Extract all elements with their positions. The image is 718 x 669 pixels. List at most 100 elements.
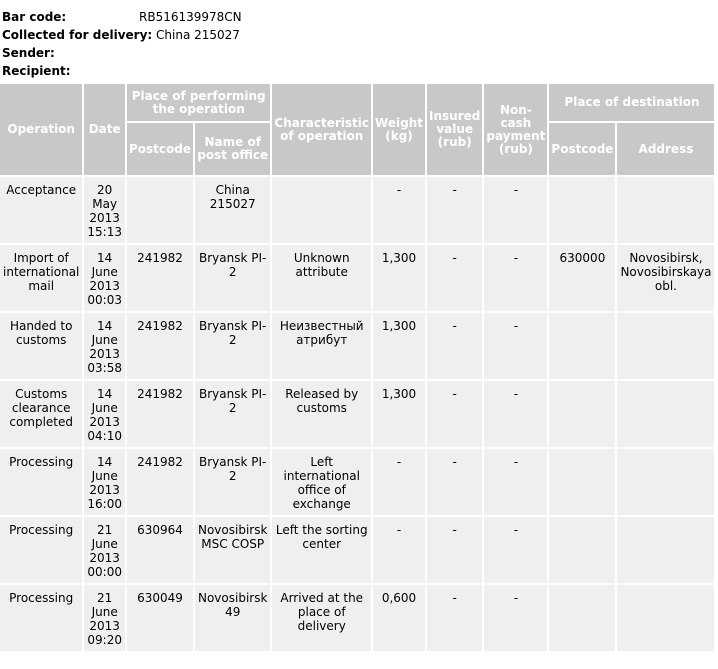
cell-office: Bryansk PI-2 — [194, 313, 271, 379]
cell-address — [617, 313, 715, 379]
cell-insured: - — [427, 585, 483, 651]
cell-dest-postcode — [549, 585, 616, 651]
cell-characteristic: Unknown attribute — [272, 245, 372, 311]
header-address: Address — [617, 123, 715, 175]
cell-address: Novosibirsk, Novosibirskaya obl. — [617, 245, 715, 311]
header-date: Date — [84, 84, 125, 175]
header-weight: Weight (kg) — [373, 84, 426, 175]
header-insured: Insured value (rub) — [427, 84, 483, 175]
cell-date: 14 June 2013 16:00 — [84, 449, 125, 515]
cell-postcode: 241982 — [126, 245, 193, 311]
cell-insured: - — [427, 381, 483, 447]
cell-address — [617, 177, 715, 243]
cell-office: Novosibirsk MSC COSP — [194, 517, 271, 583]
cell-operation: Customs clearance completed — [0, 381, 83, 447]
cell-date: 21 June 2013 09:20 — [84, 585, 125, 651]
table-row: Customs clearance completed 14 June 2013… — [0, 381, 715, 447]
cell-operation: Import of international mail — [0, 245, 83, 311]
header-postcode: Postcode — [126, 123, 193, 175]
cell-office: China 215027 — [194, 177, 271, 243]
header-place-performing: Place of performing the operation — [126, 84, 271, 121]
sender-label: Sender: — [2, 46, 55, 60]
recipient-label: Recipient: — [2, 64, 71, 78]
cell-characteristic: Неизвестный атрибут — [272, 313, 372, 379]
cell-characteristic: Left the sorting center — [272, 517, 372, 583]
cell-noncash: - — [484, 177, 548, 243]
cell-address — [617, 585, 715, 651]
cell-date: 14 June 2013 00:03 — [84, 245, 125, 311]
cell-dest-postcode — [549, 517, 616, 583]
table-row: Processing 21 June 2013 09:20 630049 Nov… — [0, 585, 715, 651]
header-dest-postcode: Postcode — [549, 123, 616, 175]
table-row: Processing 21 June 2013 00:00 630964 Nov… — [0, 517, 715, 583]
cell-address — [617, 517, 715, 583]
cell-weight: 1,300 — [373, 381, 426, 447]
sender-row: Sender: — [2, 44, 242, 62]
cell-insured: - — [427, 245, 483, 311]
cell-postcode: 630049 — [126, 585, 193, 651]
barcode-label: Bar code: — [2, 10, 67, 24]
cell-noncash: - — [484, 449, 548, 515]
cell-weight: - — [373, 449, 426, 515]
cell-noncash: - — [484, 585, 548, 651]
cell-noncash: - — [484, 517, 548, 583]
cell-date: 20 May 2013 15:13 — [84, 177, 125, 243]
cell-weight: 0,600 — [373, 585, 426, 651]
cell-dest-postcode — [549, 313, 616, 379]
cell-dest-postcode: 630000 — [549, 245, 616, 311]
header-characteristic: Characteristic of operation — [272, 84, 372, 175]
shipment-info: Bar code: RB516139978CN Collected for del… — [2, 8, 242, 80]
cell-characteristic: Released by customs — [272, 381, 372, 447]
cell-weight: - — [373, 177, 426, 243]
cell-characteristic: Left international office of exchange — [272, 449, 372, 515]
cell-office: Bryansk PI-2 — [194, 381, 271, 447]
cell-date: 14 June 2013 03:58 — [84, 313, 125, 379]
cell-operation: Acceptance — [0, 177, 83, 243]
collected-label: Collected for delivery: — [2, 28, 153, 42]
barcode-row: Bar code: RB516139978CN — [2, 8, 242, 26]
cell-weight: 1,300 — [373, 245, 426, 311]
cell-address — [617, 381, 715, 447]
cell-operation: Handed to customs — [0, 313, 83, 379]
header-place-destination: Place of destination — [549, 84, 715, 121]
table-row: Processing 14 June 2013 16:00 241982 Bry… — [0, 449, 715, 515]
cell-insured: - — [427, 517, 483, 583]
cell-postcode: 241982 — [126, 313, 193, 379]
cell-dest-postcode — [549, 177, 616, 243]
recipient-row: Recipient: — [2, 62, 242, 80]
cell-office: Novosibirsk 49 — [194, 585, 271, 651]
cell-noncash: - — [484, 313, 548, 379]
cell-characteristic: Arrived at the place of delivery — [272, 585, 372, 651]
table-row: Handed to customs 14 June 2013 03:58 241… — [0, 313, 715, 379]
collected-value: China 215027 — [156, 28, 240, 42]
table-row: Import of international mail 14 June 201… — [0, 245, 715, 311]
cell-insured: - — [427, 449, 483, 515]
cell-dest-postcode — [549, 381, 616, 447]
cell-operation: Processing — [0, 449, 83, 515]
cell-dest-postcode — [549, 449, 616, 515]
barcode-value: RB516139978CN — [139, 10, 242, 24]
cell-characteristic — [272, 177, 372, 243]
cell-date: 14 June 2013 04:10 — [84, 381, 125, 447]
cell-operation: Processing — [0, 517, 83, 583]
cell-noncash: - — [484, 381, 548, 447]
collected-row: Collected for delivery: China 215027 — [2, 26, 242, 44]
cell-noncash: - — [484, 245, 548, 311]
cell-insured: - — [427, 177, 483, 243]
table-row: Acceptance 20 May 2013 15:13 China 21502… — [0, 177, 715, 243]
cell-weight: - — [373, 517, 426, 583]
cell-address — [617, 449, 715, 515]
cell-weight: 1,300 — [373, 313, 426, 379]
cell-postcode: 241982 — [126, 381, 193, 447]
cell-postcode: 241982 — [126, 449, 193, 515]
cell-office: Bryansk PI-2 — [194, 245, 271, 311]
cell-office: Bryansk PI-2 — [194, 449, 271, 515]
cell-date: 21 June 2013 00:00 — [84, 517, 125, 583]
tracking-table: Operation Date Place of performing the o… — [0, 82, 716, 653]
header-noncash: Non-cash payment (rub) — [484, 84, 548, 175]
header-operation: Operation — [0, 84, 83, 175]
header-post-office: Name of post office — [194, 123, 271, 175]
cell-postcode: 630964 — [126, 517, 193, 583]
cell-insured: - — [427, 313, 483, 379]
cell-operation: Processing — [0, 585, 83, 651]
